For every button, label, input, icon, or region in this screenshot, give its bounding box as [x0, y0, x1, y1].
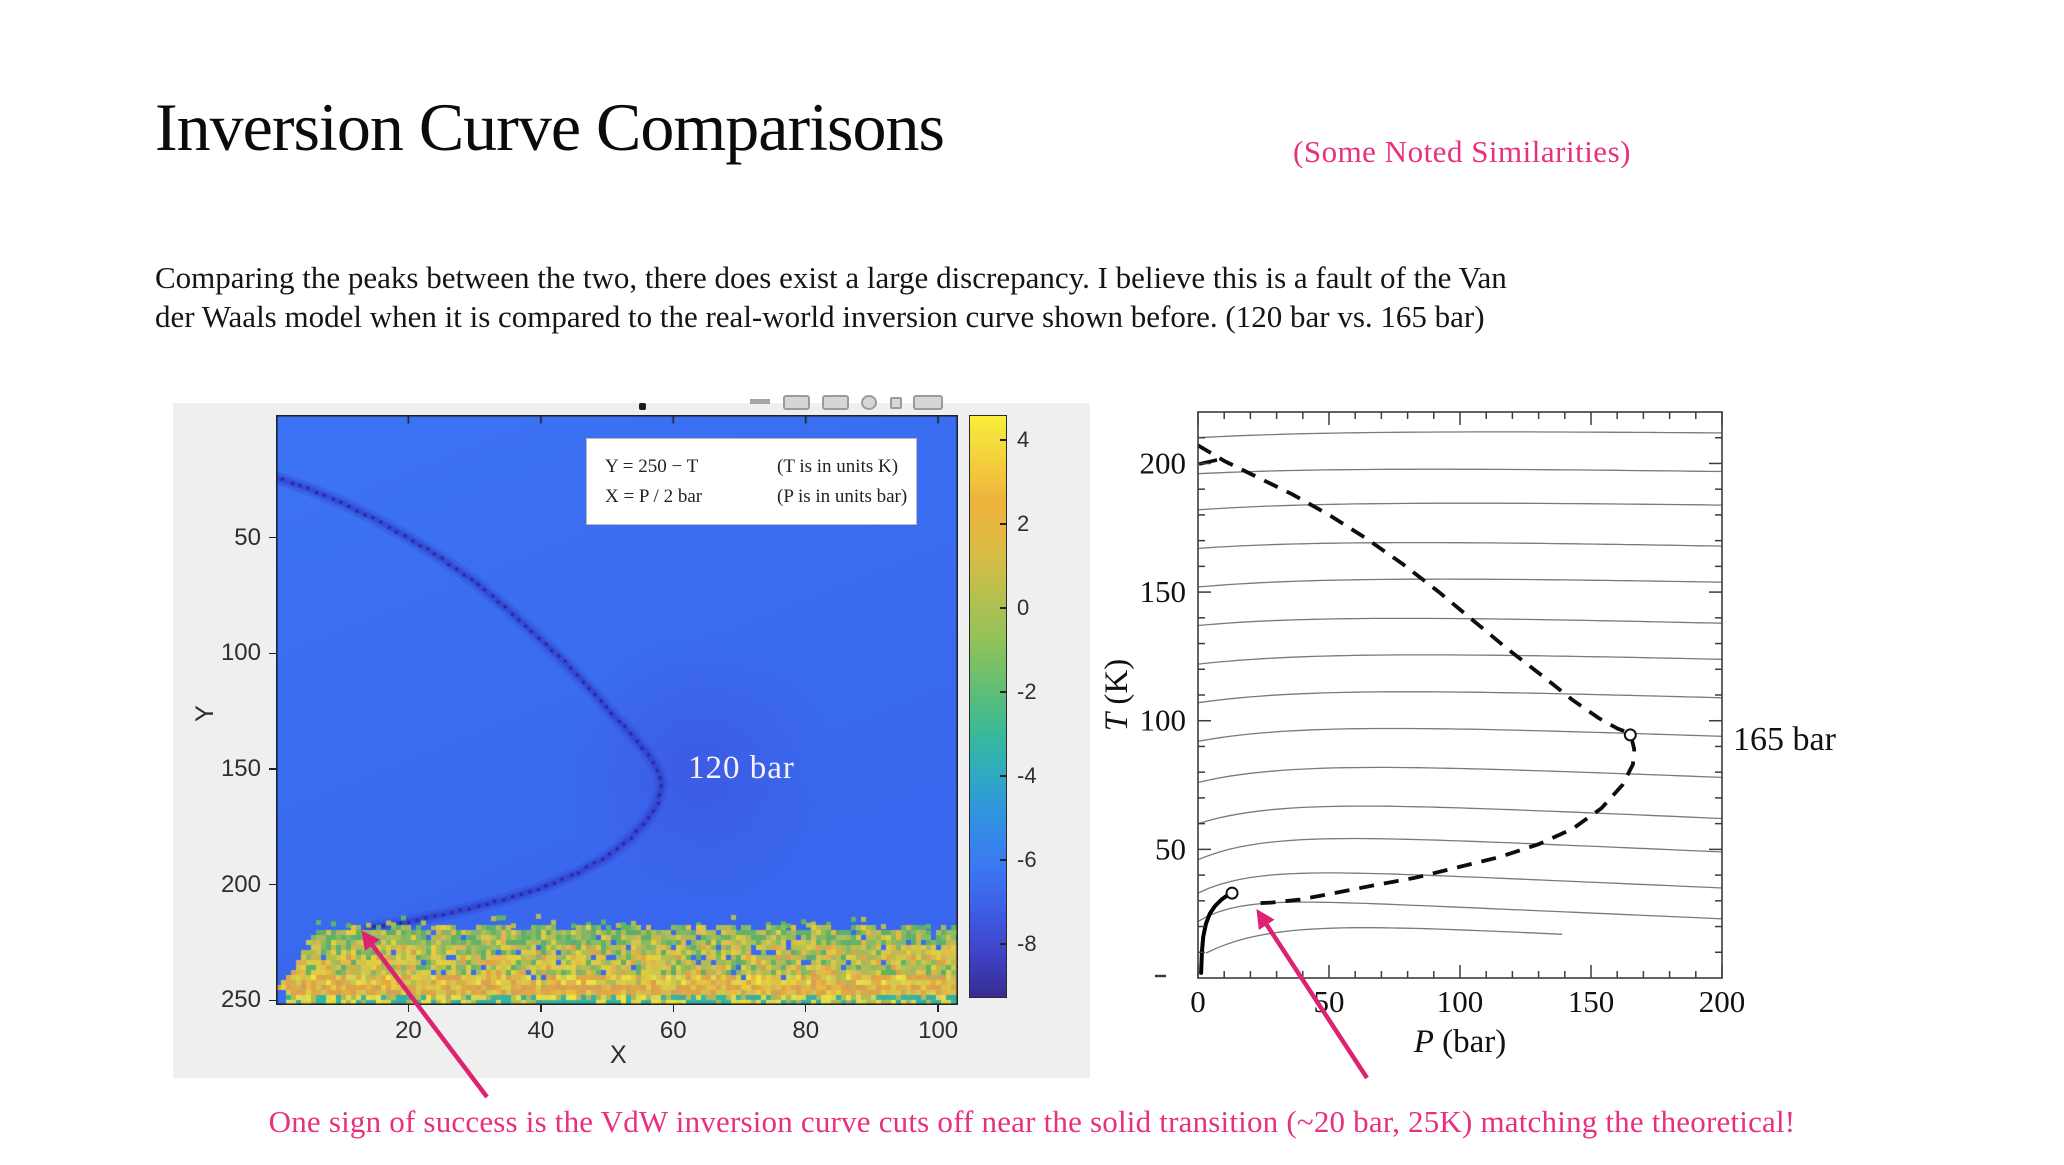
colorbar-tick-label: 4	[1017, 427, 1030, 453]
heatmap-x-tick-label: 60	[659, 1017, 687, 1044]
colorbar-tick-label: 0	[1017, 595, 1030, 621]
heatmap-y-tick-label: 100	[220, 639, 261, 667]
isotherm-curve	[1205, 927, 1563, 954]
colorbar-tick-label: -6	[1017, 847, 1037, 873]
heatmap-x-tick	[407, 1005, 410, 1012]
heatmap-x-tick-label: 80	[792, 1017, 820, 1044]
right-plot-xlabel: P (bar)	[1413, 1024, 1507, 1060]
axes-toolbar-icon-fragment	[822, 395, 849, 410]
axes-toolbar-icon-fragment	[861, 395, 877, 410]
heatmap-legend: Y = 250 − T (T is in units K) X = P / 2 b…	[586, 438, 917, 525]
legend-equation-y: Y = 250 − T	[605, 456, 699, 477]
right-plot-x-tick-label: 150	[1568, 984, 1615, 1019]
isotherm-curve	[1197, 654, 1723, 665]
isotherm-curve	[1197, 541, 1723, 550]
curve-endpoint-marker	[1225, 886, 1239, 900]
heatmap-x-tick	[540, 1005, 542, 1012]
colorbar-tick	[1000, 439, 1007, 441]
solid-transition-curve	[1199, 891, 1235, 975]
right-plot-ylabel: T (K)	[1099, 659, 1135, 731]
heatmap-x-tick-label: 20	[395, 1017, 422, 1044]
axes-toolbar-icon-fragment	[913, 395, 943, 410]
right-plot-y-tick-label: 200	[1140, 445, 1187, 480]
colorbar-tick	[1000, 691, 1007, 693]
colorbar-tick-label: -4	[1017, 763, 1037, 789]
colorbar-tick-label: -2	[1017, 679, 1037, 705]
isotherm-curve	[1197, 901, 1723, 922]
right-plot-y-tick-label: 100	[1140, 703, 1187, 738]
legend-equation-x: X = P / 2 bar	[605, 486, 703, 507]
right-plot-ticks	[1197, 412, 1723, 978]
isotherm-curve	[1197, 872, 1723, 894]
right-plot-x-tick-label: 100	[1437, 984, 1484, 1019]
colorbar-tick	[1000, 775, 1007, 777]
colorbar	[969, 415, 1007, 998]
isotherm-curves	[1197, 431, 1723, 954]
heatmap-x-tick	[804, 1005, 807, 1012]
isotherm-curve	[1197, 766, 1723, 784]
axes-toolbar-icon-fragment	[750, 399, 770, 404]
heatmap-y-tick	[269, 536, 276, 539]
isotherm-curve	[1197, 578, 1723, 588]
heatmap-x-tick-label: 40	[527, 1017, 555, 1044]
colorbar-tick	[1000, 943, 1007, 945]
right-plot-y-tick-label: 150	[1140, 574, 1187, 609]
colorbar-tick-label: 2	[1017, 511, 1030, 537]
isotherm-curve	[1197, 691, 1723, 704]
heatmap-ylabel: Y	[190, 705, 219, 722]
right-plot-x-tick-label: 0	[1190, 984, 1206, 1019]
heatmap-y-tick	[269, 768, 276, 770]
figure-toolbar-dot	[639, 403, 646, 410]
axes-toolbar-icon-fragment	[890, 397, 902, 409]
colorbar-tick	[1000, 607, 1007, 609]
right-plot-y-tick-label: 50	[1155, 831, 1186, 866]
heatmap-x-tick	[672, 1005, 675, 1012]
heatmap-xlabel: X	[610, 1041, 627, 1069]
heatmap-pressure-annotation: 120 bar	[688, 750, 795, 786]
isotherm-curve	[1197, 431, 1722, 439]
legend-units-t: (T is in units K)	[777, 456, 899, 477]
right-plot-pressure-annotation: 165 bar	[1733, 721, 1837, 758]
heatmap-y-tick-label: 50	[234, 523, 261, 551]
vdw-heatmap-figure: Y = 250 − T (T is in units K) X = P / 2 b…	[173, 395, 1090, 1078]
heatmap-y-tick-label: 250	[220, 986, 261, 1014]
isotherm-curve	[1197, 502, 1723, 511]
heatmap-y-tick-label: 150	[220, 755, 261, 782]
legend-units-p: (P is in units bar)	[777, 486, 908, 507]
isotherm-curve	[1197, 617, 1723, 627]
isotherm-curve	[1197, 468, 1723, 475]
colorbar-tick-label: -8	[1017, 931, 1037, 957]
colorbar-tick	[1000, 859, 1007, 861]
body-paragraph: Comparing the peaks between the two, the…	[155, 258, 1895, 336]
colorbar-tick	[1000, 523, 1007, 525]
theoretical-inversion-figure: 0 50 100 150 200 50 100 150 200 P (bar) T (K) 165 b…	[1099, 411, 1837, 1060]
legend-row: Y = 250 − T (T is in units K)	[605, 452, 916, 482]
inversion-curve-dashed	[1197, 443, 1637, 906]
axes-toolbar-icon-fragment	[783, 395, 810, 410]
isotherm-curve	[1197, 837, 1723, 861]
curve-endpoint-marker	[1623, 728, 1637, 742]
subtitle-note: (Some Noted Similarities)	[1293, 134, 1631, 169]
right-plot-x-tick-label: 200	[1699, 984, 1746, 1019]
bottom-note: One sign of success is the VdW inversion…	[268, 1104, 1796, 1139]
isotherm-curve	[1197, 727, 1723, 742]
right-plot-x-tick-label: 50	[1314, 984, 1345, 1019]
page-title: Inversion Curve Comparisons	[155, 89, 945, 165]
heatmap-x-tick-label: 100	[918, 1017, 959, 1044]
heatmap-y-tick	[269, 883, 276, 886]
heatmap-y-tick-label: 200	[220, 870, 261, 898]
paragraph-line-2: der Waals model when it is compared to t…	[155, 299, 1485, 334]
heatmap-y-tick	[269, 999, 276, 1002]
heatmap-y-tick	[269, 652, 276, 655]
heatmap-x-tick	[937, 1005, 939, 1012]
paragraph-line-1: Comparing the peaks between the two, the…	[155, 260, 1507, 295]
legend-row: X = P / 2 bar (P is in units bar)	[605, 482, 916, 512]
isotherm-curve	[1197, 805, 1723, 825]
